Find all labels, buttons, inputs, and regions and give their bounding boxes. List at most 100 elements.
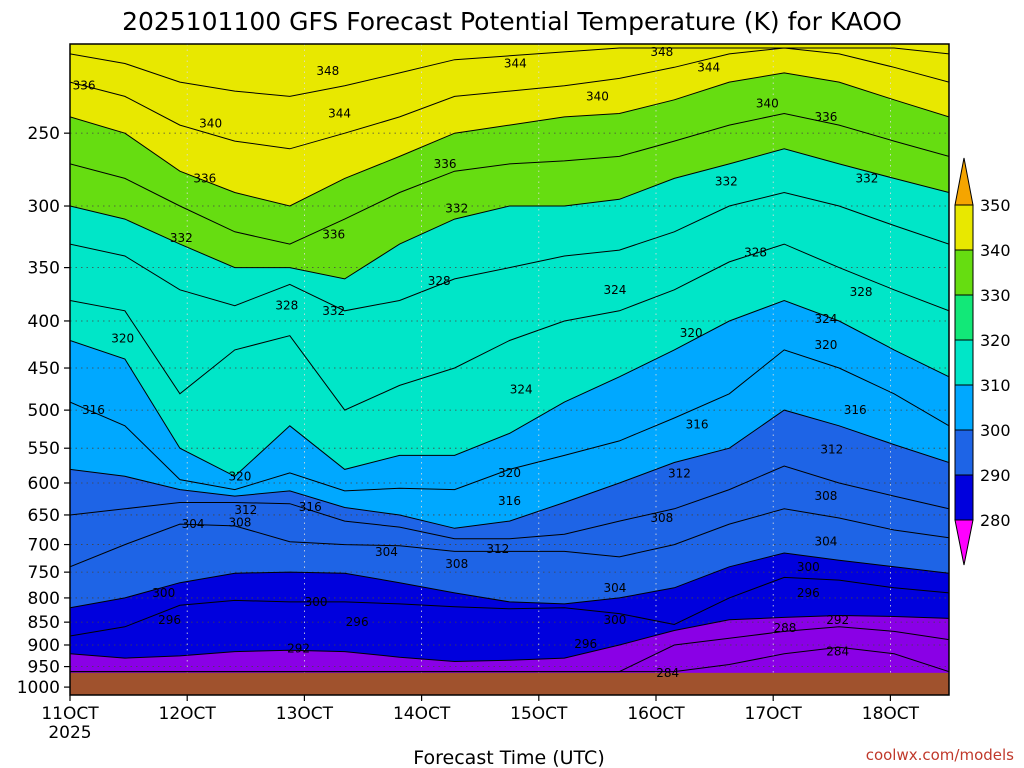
isentrope-label: 328 xyxy=(850,285,873,299)
isentrope-312 xyxy=(70,409,949,529)
theta-band-fill xyxy=(70,48,949,149)
x-tick-label: 14OCT xyxy=(393,704,451,724)
isentrope-label: 308 xyxy=(650,511,673,525)
isentrope-label: 324 xyxy=(604,283,627,297)
isentrope-label: 344 xyxy=(697,60,720,74)
theta-band-fill xyxy=(70,300,949,491)
isentrope-label: 336 xyxy=(814,110,837,124)
y-tick-label: 400 xyxy=(28,312,60,332)
below-ground-mask xyxy=(70,672,949,695)
isentrope-label: 288 xyxy=(773,621,796,635)
isentrope-340 xyxy=(70,72,949,207)
colorbar-legend: 350 340 330 320 310 300 290 280 xyxy=(954,157,1011,566)
isentrope-348 xyxy=(70,47,949,97)
isentrope-label: 336 xyxy=(73,79,96,93)
isentrope-296 xyxy=(70,576,949,637)
isentrope-label: 320 xyxy=(814,338,837,352)
isentrope-label: 296 xyxy=(797,586,820,600)
y-tick-label: 350 xyxy=(28,259,60,279)
isentrope-label: 308 xyxy=(814,489,837,503)
y-tick-label: 650 xyxy=(28,506,60,526)
isentrope-label: 304 xyxy=(375,545,398,559)
y-tick-label: 800 xyxy=(28,589,60,609)
colorbar-label: 300 xyxy=(980,421,1011,440)
y-tick-label: 450 xyxy=(28,359,60,379)
isentrope-label: 312 xyxy=(234,503,257,517)
colorbar-label: 330 xyxy=(980,286,1011,305)
isentrope-label: 320 xyxy=(228,469,251,483)
y-tick-label: 1000 xyxy=(17,678,60,698)
y-tick-label: 950 xyxy=(28,658,60,678)
isentrope-label: 312 xyxy=(486,542,509,556)
colorbar-label: 350 xyxy=(980,196,1011,215)
isentrope-label: 332 xyxy=(856,171,879,185)
isentrope-label: 312 xyxy=(820,443,843,457)
isentrope-label: 296 xyxy=(158,613,181,627)
isentrope-label: 340 xyxy=(586,89,609,103)
isentrope-label: 296 xyxy=(346,615,369,629)
colorbar-swatch xyxy=(954,294,974,341)
isentrope-label: 296 xyxy=(574,637,597,651)
colorbar-swatch xyxy=(954,474,974,521)
x-tick-label: 13OCT xyxy=(276,704,334,724)
colorbar-label: 290 xyxy=(980,466,1011,485)
colorbar-swatch xyxy=(954,384,974,431)
colorbar-max-arrow xyxy=(954,157,974,206)
y-tick-label: 300 xyxy=(28,197,60,217)
isentrope-label: 316 xyxy=(82,403,105,417)
isentrope-308 xyxy=(70,465,949,540)
isentrope-label: 316 xyxy=(299,500,322,514)
theta-band-fill xyxy=(70,508,949,608)
colorbar-label: 320 xyxy=(980,331,1011,350)
isentrope-label: 348 xyxy=(316,64,339,78)
isentrope-label: 304 xyxy=(604,581,627,595)
isentrope-316 xyxy=(70,349,949,492)
isentrope-label: 300 xyxy=(305,595,328,609)
colorbar-min-arrow xyxy=(954,519,974,566)
isentrope-label: 332 xyxy=(445,202,468,216)
isentrope-300 xyxy=(70,552,949,609)
isentrope-label: 292 xyxy=(826,613,849,627)
x-tick-label: 16OCT xyxy=(627,704,685,724)
isentrope-label: 316 xyxy=(844,403,867,417)
isentrope-304 xyxy=(70,508,949,568)
isentrope-label: 344 xyxy=(504,56,527,70)
isentrope-label: 316 xyxy=(686,417,709,431)
plot-frame xyxy=(69,43,950,696)
colorbar-swatch xyxy=(954,429,974,476)
isentrope-344 xyxy=(70,47,949,150)
theta-band-fill xyxy=(70,244,949,477)
isentrope-label: 324 xyxy=(814,312,837,326)
isentrope-label: 284 xyxy=(826,645,849,659)
y-tick-label: 500 xyxy=(28,401,60,421)
y-tick-label: 850 xyxy=(28,613,60,633)
pressure-axis: 250 300 350 400 450 500 550 600 650 700 750 800 850 9… xyxy=(17,124,70,698)
isentrope-label: 308 xyxy=(445,557,468,571)
isentrope-label: 332 xyxy=(170,231,193,245)
x-tick-label: 15OCT xyxy=(510,704,568,724)
isentrope-label: 320 xyxy=(680,326,703,340)
x-axis-title: Forecast Time (UTC) xyxy=(413,747,604,768)
theta-band-fill xyxy=(70,349,949,529)
isentrope-label: 312 xyxy=(668,467,691,481)
isentrope-label: 328 xyxy=(275,299,298,313)
colorbar-label: 310 xyxy=(980,376,1011,395)
isentrope-label: 336 xyxy=(193,171,216,185)
isentrope-label: 308 xyxy=(228,515,251,529)
y-tick-label: 550 xyxy=(28,439,60,459)
colorbar-swatch xyxy=(954,204,974,251)
isentrope-288 xyxy=(70,626,949,673)
source-credit[interactable]: coolwx.com/models xyxy=(866,746,1014,764)
theta-band-fill xyxy=(70,44,949,97)
isentrope-324 xyxy=(70,243,949,411)
y-tick-label: 250 xyxy=(28,124,60,144)
isentrope-336 xyxy=(70,112,949,245)
colorbar-label: 280 xyxy=(980,511,1011,530)
isentrope-label: 324 xyxy=(510,383,533,397)
isentrope-label: 332 xyxy=(322,304,345,318)
isentrope-320 xyxy=(70,299,949,477)
colorbar-swatch xyxy=(954,339,974,386)
colorbar-swatch xyxy=(954,249,974,296)
colorbar-label: 340 xyxy=(980,241,1011,260)
x-tick-label: 18OCT xyxy=(862,704,920,724)
